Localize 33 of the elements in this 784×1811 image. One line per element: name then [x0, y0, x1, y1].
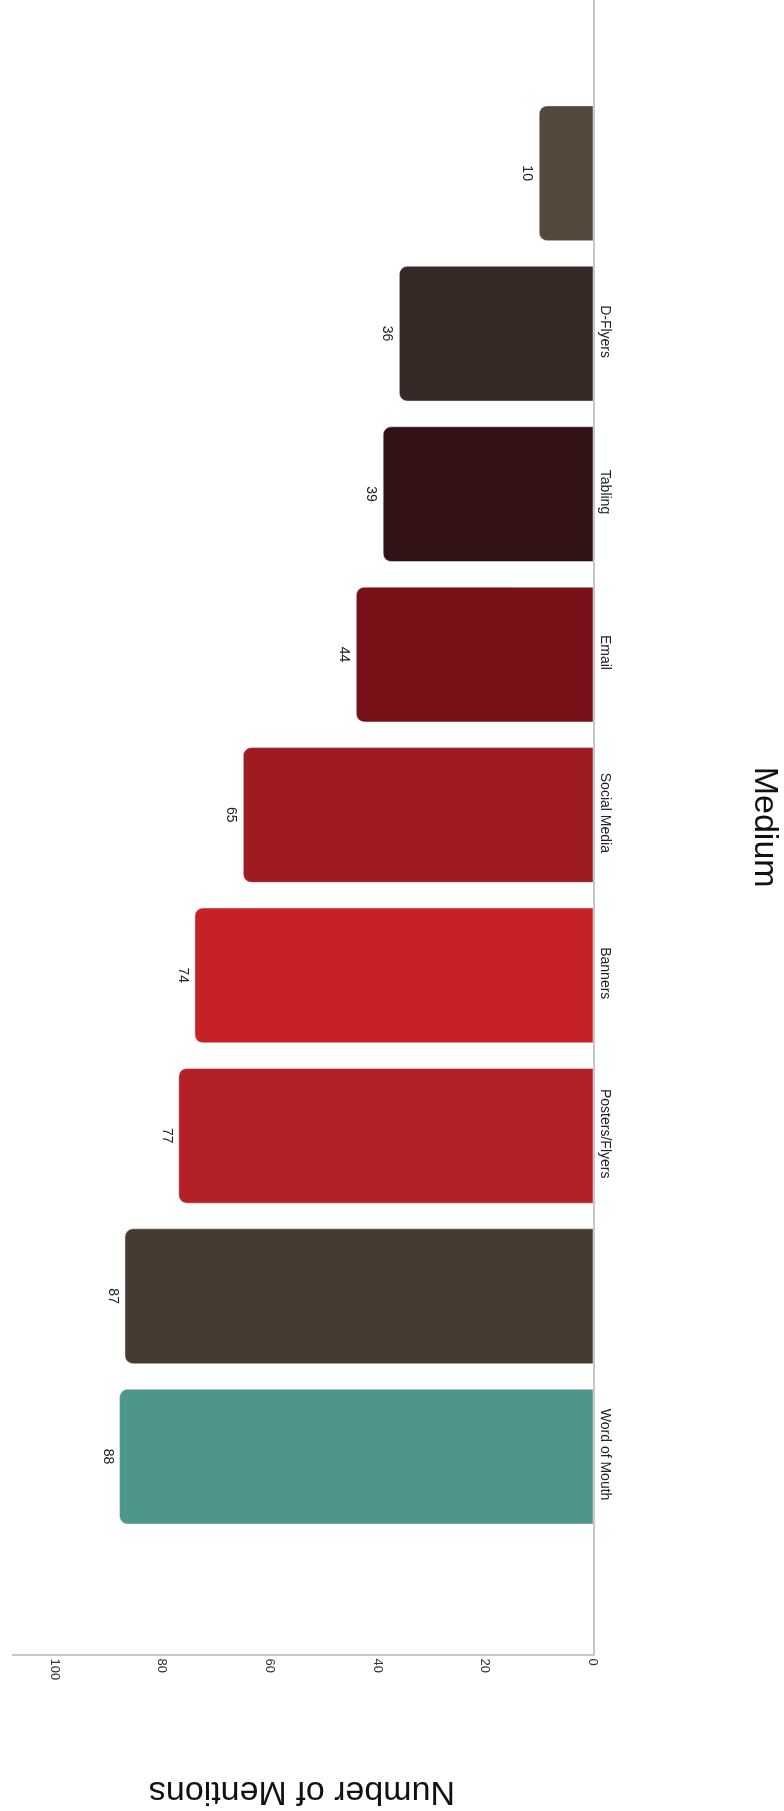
x-tick-label: 60	[262, 1658, 278, 1674]
x-tick-label: 100	[47, 1658, 63, 1681]
bar	[243, 747, 593, 883]
y-tick-label: Banners	[597, 947, 614, 1000]
x-tick-label: 40	[370, 1658, 386, 1674]
bar	[124, 1228, 593, 1364]
data-label: 74	[175, 967, 192, 984]
data-label: 88	[100, 1448, 117, 1465]
bar	[538, 105, 593, 241]
data-label: 39	[364, 486, 381, 503]
bar	[382, 426, 593, 562]
data-label: 10	[520, 165, 537, 182]
data-label: 44	[337, 646, 354, 663]
x-axis-title: Number of Mentions	[148, 1775, 455, 1811]
y-tick-label: Word of Mouth	[597, 1408, 614, 1501]
bar	[178, 1068, 593, 1204]
x-tick-label: 80	[155, 1658, 171, 1674]
data-label: 87	[105, 1288, 122, 1305]
y-tick-label: D-Flyers	[597, 305, 614, 359]
data-label: 36	[380, 325, 397, 342]
bar	[194, 907, 593, 1044]
bar	[399, 266, 593, 402]
bar	[356, 586, 593, 723]
y-tick-label: Tabling	[597, 469, 614, 515]
y-tick-label: Posters/Flyers	[597, 1088, 614, 1179]
y-tick-label: Social Media	[597, 772, 614, 854]
x-tick-label: 0	[585, 1658, 601, 1666]
x-tick-label: 20	[478, 1658, 494, 1674]
y-axis-title: Medium	[748, 766, 784, 888]
bar	[119, 1389, 593, 1525]
y-tick-label: Email	[597, 634, 614, 670]
data-label: 65	[224, 807, 241, 823]
data-label: 77	[159, 1127, 176, 1144]
